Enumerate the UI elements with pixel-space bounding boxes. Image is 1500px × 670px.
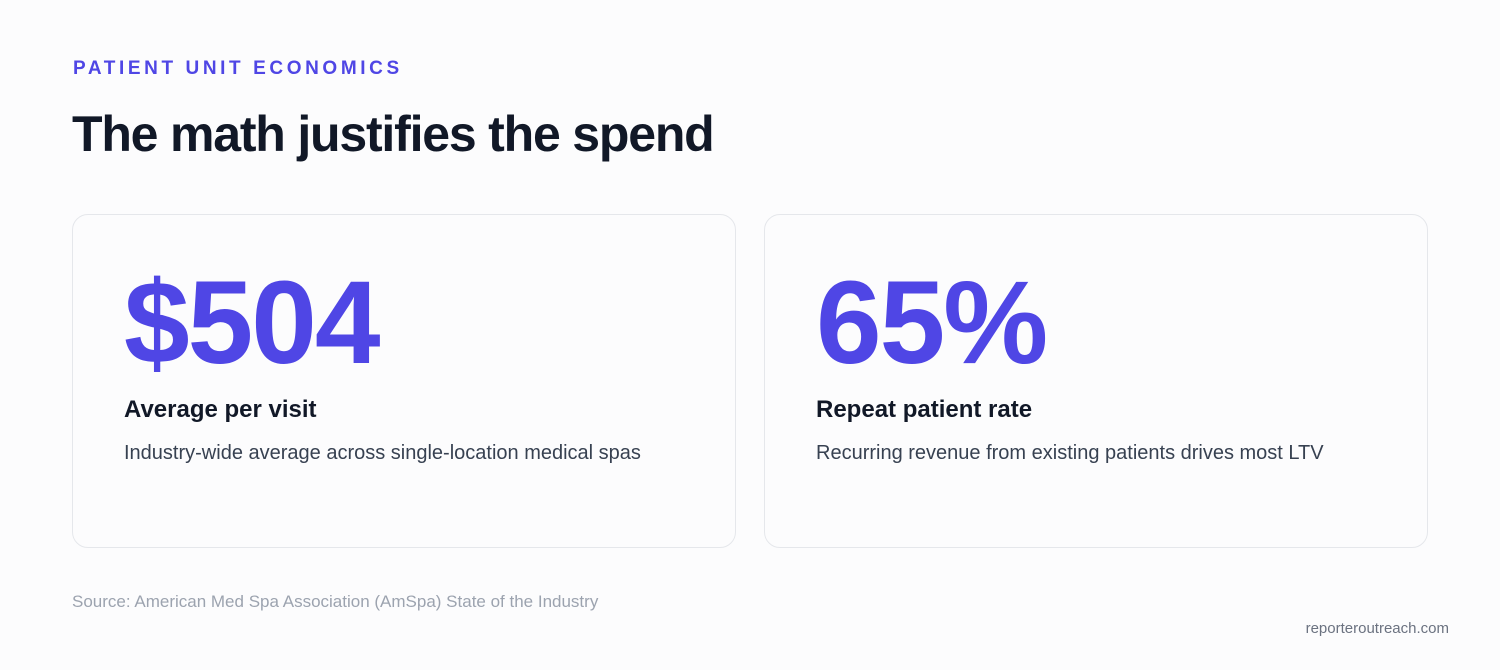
source-note: Source: American Med Spa Association (Am… [72,592,599,611]
section-eyebrow: PATIENT UNIT ECONOMICS [73,58,403,79]
brand-url: reporteroutreach.com [1305,620,1449,637]
stat-value: $504 [124,257,381,389]
stat-description: Industry-wide average across single-loca… [124,442,641,464]
stat-description: Recurring revenue from existing patients… [816,442,1324,464]
stat-card-average-visit: $504 Average per visit Industry-wide ave… [72,214,736,548]
page-title: The math justifies the spend [72,106,715,162]
stat-title: Repeat patient rate [816,396,1033,423]
stat-value: 65% [816,257,1048,389]
stat-card-repeat-rate: 65% Repeat patient rate Recurring revenu… [764,214,1428,548]
stat-title: Average per visit [124,396,317,423]
